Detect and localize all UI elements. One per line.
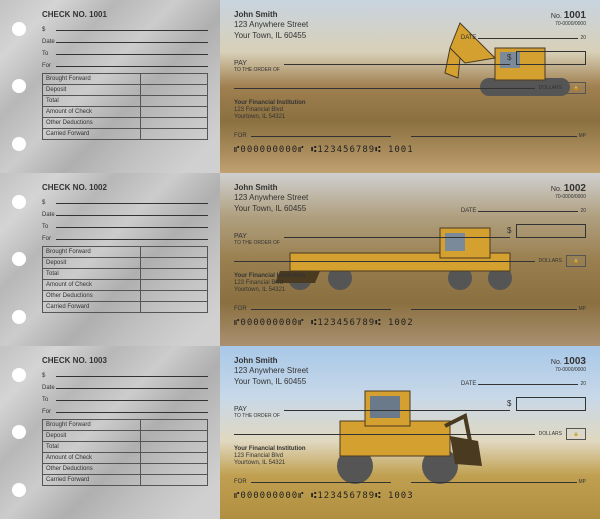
bank-address: Your Financial Institution 123 Financial… [234, 273, 586, 295]
bank-address: Your Financial Institution 123 Financial… [234, 100, 586, 122]
bank-address: Your Financial Institution 123 Financial… [234, 446, 586, 468]
no-label: No. [551, 359, 562, 366]
payee-line[interactable] [284, 401, 510, 411]
micr-line: ⑈000000000⑈ ⑆123456789⑆ 1003 [234, 491, 586, 501]
page: CHECK NO. 1001 $ Date To For Brought For… [0, 0, 600, 521]
pay-label: PAY [234, 233, 280, 240]
no-label: No. [551, 186, 562, 193]
check-stub: CHECK NO. 1002 $ Date To For Brought For… [0, 173, 220, 346]
amount-box[interactable] [516, 51, 586, 65]
routing-small: 70-0000/0000 [461, 194, 586, 200]
stub-row-label: Total [43, 269, 141, 279]
stub-row-label: Brought Forward [43, 247, 141, 257]
stub-row-label: Deposit [43, 431, 141, 441]
routing-small: 70-0000/0000 [461, 21, 586, 27]
payee-line[interactable] [284, 228, 510, 238]
signature-line[interactable] [411, 302, 577, 310]
amount-box[interactable] [516, 224, 586, 238]
stub-title: CHECK NO. 1002 [42, 183, 208, 192]
stub-row-label: Deposit [43, 258, 141, 268]
dollars-line[interactable] [234, 254, 535, 262]
no-label: No. [551, 13, 562, 20]
check-number: 1003 [564, 356, 586, 367]
check: John Smith 123 Anywhere Street Your Town… [220, 0, 600, 173]
check-row: CHECK NO. 1002 $ Date To For Brought For… [0, 173, 600, 346]
for-line[interactable] [251, 475, 391, 483]
signature-line[interactable] [411, 129, 577, 137]
stub-title: CHECK NO. 1001 [42, 10, 208, 19]
check-row: CHECK NO. 1001 $ Date To For Brought For… [0, 0, 600, 173]
check-number: 1001 [564, 10, 586, 21]
routing-small: 70-0000/0000 [461, 367, 586, 373]
for-line[interactable] [251, 302, 391, 310]
stub-row-label: Amount of Check [43, 280, 141, 290]
check-number: 1002 [564, 183, 586, 194]
signature-line[interactable] [411, 475, 577, 483]
amount-box[interactable] [516, 397, 586, 411]
dollars-line[interactable] [234, 81, 535, 89]
check-stub: CHECK NO. 1001 $ Date To For Brought For… [0, 0, 220, 173]
lock-icon: 🔒 [566, 82, 586, 94]
micr-line: ⑈000000000⑈ ⑆123456789⑆ 1002 [234, 318, 586, 328]
payer-address: John Smith 123 Anywhere Street Your Town… [234, 183, 308, 214]
stub-title: CHECK NO. 1003 [42, 356, 208, 365]
pay-label: PAY [234, 60, 280, 67]
stub-row-label: Carried Forward [43, 302, 141, 312]
stub-row-label: Carried Forward [43, 129, 141, 139]
dollars-line[interactable] [234, 427, 535, 435]
check: John Smith 123 Anywhere Street Your Town… [220, 346, 600, 519]
pay-label: PAY [234, 406, 280, 413]
stub-row-label: Other Deductions [43, 464, 141, 474]
stub-row-label: Total [43, 96, 141, 106]
stub-row-label: Other Deductions [43, 118, 141, 128]
stub-row-label: Brought Forward [43, 420, 141, 430]
payer-address: John Smith 123 Anywhere Street Your Town… [234, 10, 308, 41]
micr-line: ⑈000000000⑈ ⑆123456789⑆ 1001 [234, 145, 586, 155]
payee-line[interactable] [284, 55, 510, 65]
lock-icon: 🔒 [566, 428, 586, 440]
lock-icon: 🔒 [566, 255, 586, 267]
stub-row-label: Carried Forward [43, 475, 141, 485]
stub-row-label: Brought Forward [43, 74, 141, 84]
check-stub: CHECK NO. 1003 $ Date To For Brought For… [0, 346, 220, 519]
stub-row-label: Amount of Check [43, 107, 141, 117]
check-row: CHECK NO. 1003 $ Date To For Brought For… [0, 346, 600, 519]
stub-row-label: Deposit [43, 85, 141, 95]
stub-row-label: Other Deductions [43, 291, 141, 301]
payer-address: John Smith 123 Anywhere Street Your Town… [234, 356, 308, 387]
stub-row-label: Amount of Check [43, 453, 141, 463]
stub-row-label: Total [43, 442, 141, 452]
check: John Smith 123 Anywhere Street Your Town… [220, 173, 600, 346]
for-line[interactable] [251, 129, 391, 137]
